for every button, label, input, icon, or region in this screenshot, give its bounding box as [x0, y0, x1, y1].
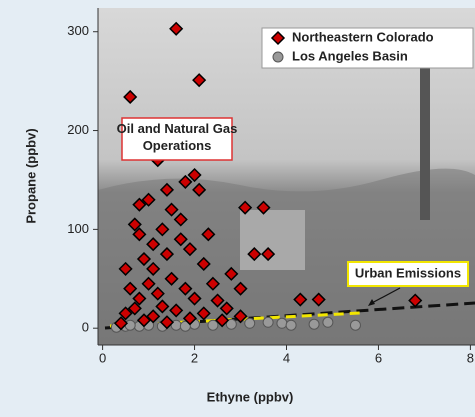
derrick — [420, 60, 430, 220]
x-tick-label: 8 — [467, 350, 474, 365]
y-tick-label: 300 — [67, 23, 89, 38]
x-tick-label: 0 — [99, 350, 106, 365]
y-tick-label: 200 — [67, 122, 89, 137]
tank — [240, 210, 305, 270]
point — [286, 320, 296, 330]
annotation: Urban Emissions — [355, 265, 461, 280]
x-axis-title: Ethyne (ppbv) — [207, 389, 294, 404]
chart: Ethyne (ppbv) Propane (ppbv) Oil and Nat… — [0, 0, 475, 417]
point — [350, 320, 360, 330]
legend-marker — [273, 52, 283, 62]
legend-label: Northeastern Colorado — [292, 29, 434, 44]
point — [323, 317, 333, 327]
x-tick-label: 2 — [191, 350, 198, 365]
y-tick-label: 0 — [82, 320, 89, 335]
point — [245, 318, 255, 328]
y-axis-title: Propane (ppbv) — [23, 128, 38, 223]
point — [263, 317, 273, 327]
y-tick-label: 100 — [67, 221, 89, 236]
point — [208, 320, 218, 330]
point — [309, 319, 319, 329]
x-tick-label: 4 — [283, 350, 290, 365]
x-tick-label: 6 — [375, 350, 382, 365]
point — [277, 318, 287, 328]
legend-label: Los Angeles Basin — [292, 48, 408, 63]
point — [125, 320, 135, 330]
